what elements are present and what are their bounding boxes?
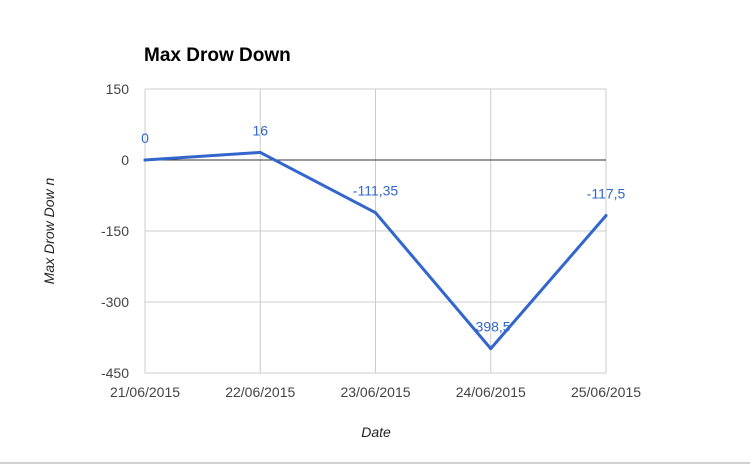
x-tick-label: 21/06/2015 (110, 384, 180, 400)
data-point (374, 211, 377, 215)
data-point (258, 150, 262, 154)
data-label: 16 (252, 122, 268, 138)
y-tick-label: -300 (101, 294, 129, 310)
y-tick-label: 150 (106, 81, 130, 97)
data-label: -398,5 (471, 319, 511, 335)
data-label: -117,5 (587, 186, 626, 202)
x-tick-label: 24/06/2015 (456, 384, 526, 400)
y-tick-label: -450 (101, 365, 129, 381)
data-labels: 0 16 -111,35 -398,5 -117,5 (141, 122, 625, 334)
x-tick-label: 23/06/2015 (340, 384, 410, 400)
data-point (143, 158, 147, 162)
x-tick-label: 25/06/2015 (571, 384, 641, 400)
x-axis-title: Date (361, 424, 391, 440)
data-label: 0 (141, 130, 149, 146)
y-tick-label: -150 (101, 223, 129, 239)
series-layer (143, 150, 608, 351)
chart-title: Max Drow Down (144, 45, 291, 66)
data-point (489, 347, 493, 351)
y-tick-label: 0 (121, 152, 129, 168)
y-axis-title: Max Drow Dow n (41, 178, 57, 285)
data-label: -111,35 (353, 183, 399, 199)
grid (144, 88, 607, 374)
bottom-divider (0, 462, 750, 464)
x-tick-label: 22/06/2015 (225, 384, 295, 400)
data-point (604, 214, 608, 218)
axes: 150 0 -150 -300 -450 21/06/2015 22/06/2015 23/0… (101, 81, 641, 400)
